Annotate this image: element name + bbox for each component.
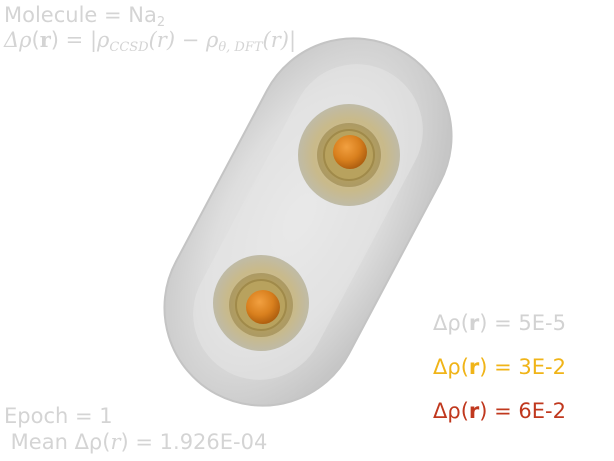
legend-item-3e-2: Δρ(r) = 3E-2 xyxy=(433,357,566,378)
mean-prefix: Mean Δρ( xyxy=(4,430,111,454)
mean-var: r xyxy=(110,430,121,454)
molecule-label: Molecule = Na xyxy=(4,3,157,27)
legend-suffix: ) = 5E-5 xyxy=(479,311,566,335)
ccsd-subscript: CCSD xyxy=(109,40,149,55)
delta-rho-symbol: Δρ xyxy=(4,28,32,52)
molecule-title: Molecule = Na2 xyxy=(4,3,166,30)
legend-suffix: ) = 6E-2 xyxy=(479,399,566,423)
legend-suffix: ) = 3E-2 xyxy=(479,355,566,379)
equation-rest: = |ρ xyxy=(65,28,110,52)
atom-lower-left xyxy=(213,255,309,351)
epoch-label: Epoch = 1 xyxy=(4,404,113,428)
legend-prefix: Δρ( xyxy=(433,311,469,335)
legend-r: r xyxy=(468,355,480,379)
legend-r: r xyxy=(468,399,480,423)
legend-item-5e-5: Δρ(r) = 5E-5 xyxy=(433,313,566,334)
r-vector-symbol: r xyxy=(39,27,51,52)
dft-subscript: θ, DFT xyxy=(218,40,263,55)
molecule-subscript: 2 xyxy=(156,15,166,30)
legend-item-6e-2: Δρ(r) = 6E-2 xyxy=(433,401,566,422)
mean-suffix: ) = 1.926E-04 xyxy=(120,430,268,454)
equation-end: (r)| xyxy=(262,28,297,52)
difference-density-equation: Δρ(r) = |ρCCSD(r) − ρθ, DFT(r)| xyxy=(4,27,297,55)
legend-prefix: Δρ( xyxy=(433,399,469,423)
legend-prefix: Δρ( xyxy=(433,355,469,379)
minus-rho: (r) − ρ xyxy=(148,28,219,52)
mean-difference-label: Mean Δρ(r) = 1.926E-04 xyxy=(4,430,268,454)
atom-upper-right xyxy=(298,104,400,206)
legend-r: r xyxy=(468,311,480,335)
